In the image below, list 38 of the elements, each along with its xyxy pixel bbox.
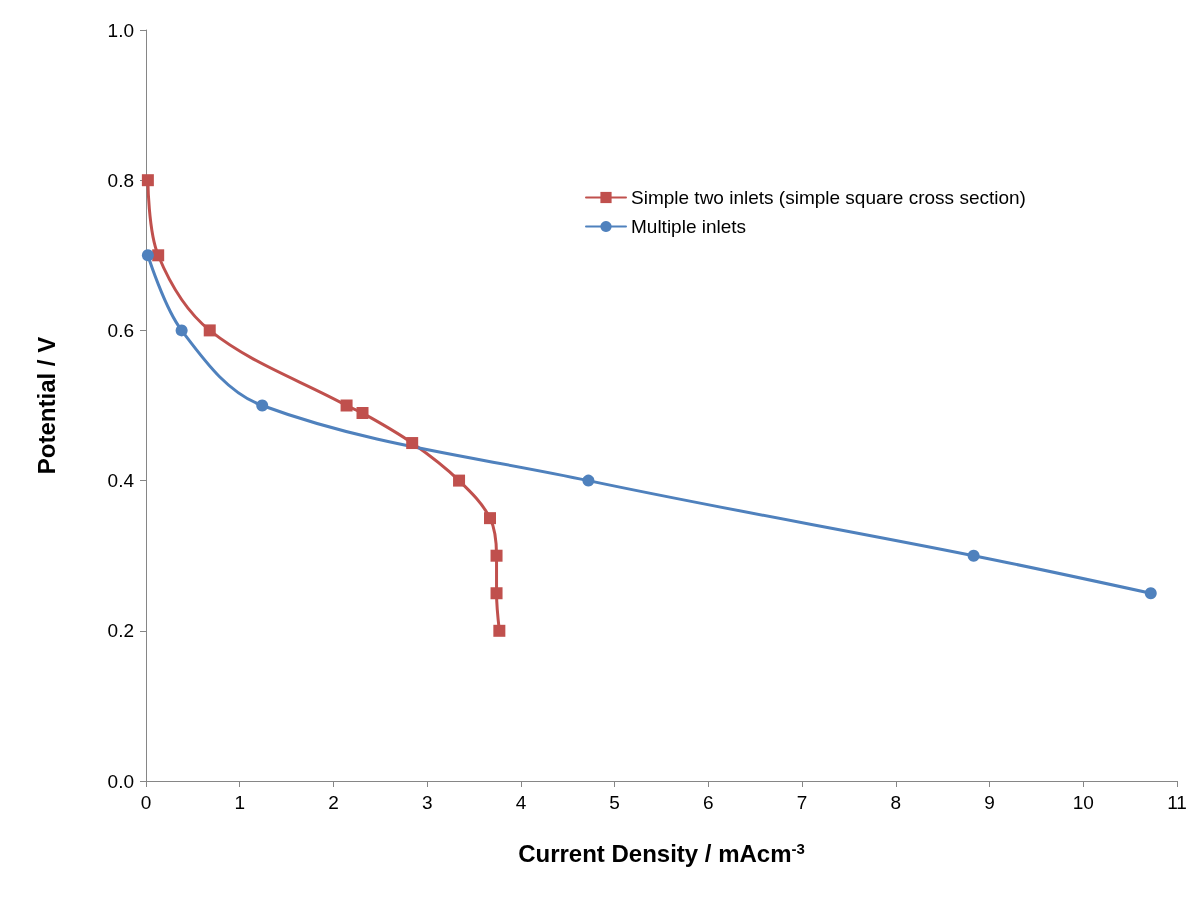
x-tick-label: 0 bbox=[140, 792, 152, 813]
legend-label: Simple two inlets (simple square cross section) bbox=[631, 187, 1026, 208]
legend-label: Multiple inlets bbox=[631, 216, 747, 237]
point bbox=[152, 249, 165, 262]
point bbox=[256, 399, 269, 412]
point bbox=[203, 324, 216, 337]
y-tick-label: 0.4 bbox=[107, 470, 135, 492]
x-tick-label: 9 bbox=[984, 792, 995, 813]
x-tick-label: 11 bbox=[1167, 792, 1187, 813]
y-tick-label: 1.0 bbox=[107, 19, 134, 41]
x-tick-label: 6 bbox=[703, 792, 714, 813]
point bbox=[1144, 587, 1157, 600]
x-tick-label: 1 bbox=[234, 792, 246, 813]
point bbox=[141, 174, 154, 187]
y-tick-label: 0.2 bbox=[107, 620, 134, 642]
point bbox=[490, 549, 503, 562]
point bbox=[967, 549, 980, 562]
point bbox=[175, 324, 188, 337]
y-axis-title: Potential / V bbox=[32, 336, 60, 475]
point bbox=[453, 474, 466, 487]
point bbox=[490, 587, 503, 600]
x-tick-label: 2 bbox=[328, 792, 339, 813]
y-tick-label: 0.8 bbox=[107, 169, 134, 191]
x-tick-label: 10 bbox=[1072, 792, 1094, 813]
x-tick-label: 7 bbox=[796, 792, 808, 813]
point bbox=[356, 407, 369, 420]
y-tick-label: 0.6 bbox=[107, 319, 134, 341]
point bbox=[582, 474, 595, 487]
point bbox=[493, 624, 506, 637]
point bbox=[141, 249, 154, 262]
x-tick-label: 8 bbox=[890, 792, 902, 813]
y-tick-label: 0.0 bbox=[107, 770, 134, 792]
x-tick-label: 5 bbox=[609, 792, 620, 813]
point bbox=[340, 399, 353, 412]
point bbox=[406, 437, 419, 450]
x-tick-label: 4 bbox=[515, 792, 527, 813]
x-tick-label: 3 bbox=[421, 792, 433, 813]
point bbox=[483, 512, 496, 525]
